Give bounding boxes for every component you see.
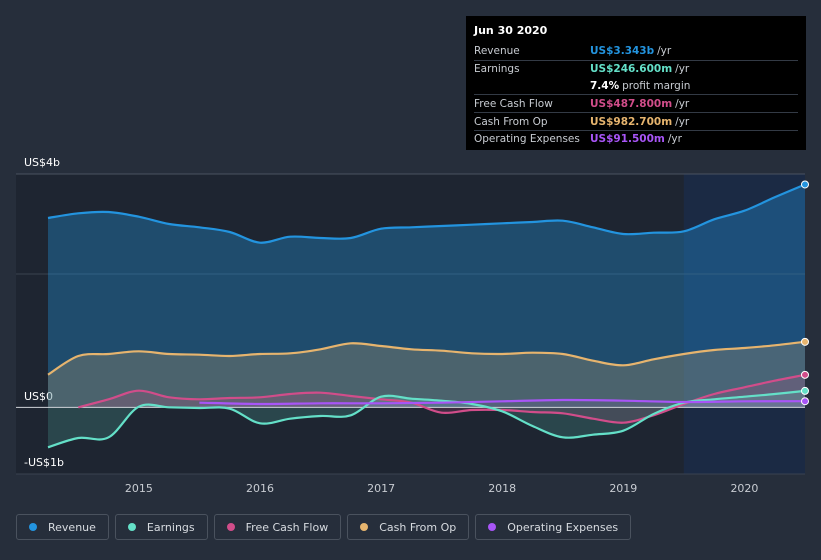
x-tick-label: 2017 xyxy=(367,482,395,495)
tooltip-value: US$487.800m xyxy=(590,97,673,110)
x-tick-label: 2018 xyxy=(488,482,516,495)
series-line-revenue xyxy=(47,183,806,244)
legend-label: Revenue xyxy=(48,520,96,534)
legend-label: Operating Expenses xyxy=(507,520,619,534)
dot-icon xyxy=(488,523,497,531)
chart-area: US$4b US$0 -US$1b 2015 2016 2017 2018 2019 2020 xyxy=(16,156,809,495)
legend-label: Earnings xyxy=(146,520,195,534)
dot-icon xyxy=(127,523,136,531)
series-line-earnings xyxy=(47,389,806,449)
series-end-point-cfo xyxy=(801,337,809,346)
tooltip-label: Operating Expenses xyxy=(474,133,580,146)
tooltip-value: US$3.343b xyxy=(590,45,655,58)
tooltip-row-margin: 7.4% profit margin xyxy=(474,78,798,95)
legend: Revenue Earnings Free Cash Flow Cash Fro… xyxy=(16,514,632,540)
tooltip-unit: /yr xyxy=(675,63,690,76)
series-end-point-opex xyxy=(801,397,809,406)
series-line-cfo xyxy=(47,340,806,376)
plot-background xyxy=(16,174,684,474)
series-end-point-revenue xyxy=(801,180,809,189)
tooltip-row-earnings: Earnings US$246.600m /yr xyxy=(474,59,798,78)
series-area-fcf xyxy=(78,374,806,423)
x-tick-label: 2019 xyxy=(609,482,637,495)
dot-icon xyxy=(29,523,37,531)
tooltip-unit: /yr xyxy=(667,133,682,146)
legend-item-earnings[interactable]: Earnings xyxy=(114,514,208,540)
tooltip-row-opex: Operating Expenses US$91.500m /yr xyxy=(474,129,798,148)
y-tick-label: -US$1b xyxy=(24,456,64,469)
dot-icon xyxy=(360,523,369,531)
x-tick-label: 2016 xyxy=(246,482,274,495)
tooltip-label: Earnings xyxy=(474,63,520,76)
series-area-revenue xyxy=(48,184,805,408)
series-line-fcf xyxy=(78,373,806,424)
dot-icon xyxy=(226,523,235,531)
tooltip-label: Free Cash Flow xyxy=(474,97,553,110)
legend-item-cfo[interactable]: Cash From Op xyxy=(347,514,470,540)
tooltip-label: Cash From Op xyxy=(474,115,548,128)
tooltip-value: US$91.500m xyxy=(590,133,665,146)
tooltip-value: US$982.700m xyxy=(590,115,673,128)
series-end-point-earnings xyxy=(801,386,809,395)
y-tick-label: US$4b xyxy=(24,156,60,169)
tooltip-row-revenue: Revenue US$3.343b /yr xyxy=(474,43,798,60)
x-tick-label: 2015 xyxy=(125,482,153,495)
series-line-opex xyxy=(199,398,806,406)
tooltip-row-fcf: Free Cash Flow US$487.800m /yr xyxy=(474,94,798,112)
tooltip-unit: profit margin xyxy=(622,79,691,92)
series-end-point-fcf xyxy=(801,370,809,379)
y-tick-label: US$0 xyxy=(24,390,53,403)
tooltip-value: US$246.600m xyxy=(590,63,673,76)
series-area-cfo xyxy=(48,341,805,408)
tooltip-row-cfo: Cash From Op US$982.700m /yr xyxy=(474,112,798,130)
tooltip-value: 7.4% xyxy=(590,79,620,92)
tooltip-unit: /yr xyxy=(657,45,672,58)
legend-item-opex[interactable]: Operating Expenses xyxy=(475,514,632,540)
x-tick-label: 2020 xyxy=(730,482,758,495)
legend-item-fcf[interactable]: Free Cash Flow xyxy=(213,514,342,540)
legend-item-revenue[interactable]: Revenue xyxy=(16,514,109,540)
tooltip-unit: /yr xyxy=(675,97,690,110)
tooltip-label: Revenue xyxy=(474,45,520,58)
legend-label: Cash From Op xyxy=(379,520,457,534)
tooltip-panel: Jun 30 2020 Revenue US$3.343b /yr Earnin… xyxy=(466,16,806,150)
tooltip-unit: /yr xyxy=(675,115,690,128)
legend-label: Free Cash Flow xyxy=(245,520,329,534)
tooltip-date: Jun 30 2020 xyxy=(474,24,548,37)
